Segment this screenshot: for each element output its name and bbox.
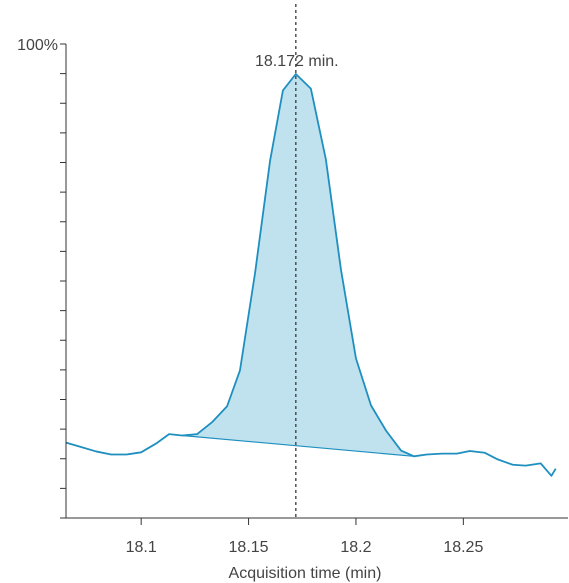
x-axis-ticks: 18.1 18.15 18.2 18.25 xyxy=(126,518,483,556)
x-axis-tick-label: 18.2 xyxy=(340,539,371,556)
x-axis-title: Acquisition time (min) xyxy=(229,565,382,582)
peak-integration-baseline xyxy=(181,434,415,457)
x-axis: 18.1 18.15 18.2 18.25 Acquisition time (min… xyxy=(66,517,568,582)
x-axis-tick-label: 18.25 xyxy=(443,539,483,556)
y-axis: 100% xyxy=(17,37,67,519)
peak-retention-time-label: 18.172 min. xyxy=(255,53,339,70)
plot-area xyxy=(65,4,557,518)
peak-integration-area xyxy=(181,74,414,457)
x-axis-tick-label: 18.1 xyxy=(126,539,157,556)
y-axis-ticks xyxy=(60,43,66,519)
x-axis-tick-label: 18.15 xyxy=(229,539,269,556)
chromatogram-trace xyxy=(65,73,557,477)
y-axis-max-label: 100% xyxy=(17,37,58,54)
